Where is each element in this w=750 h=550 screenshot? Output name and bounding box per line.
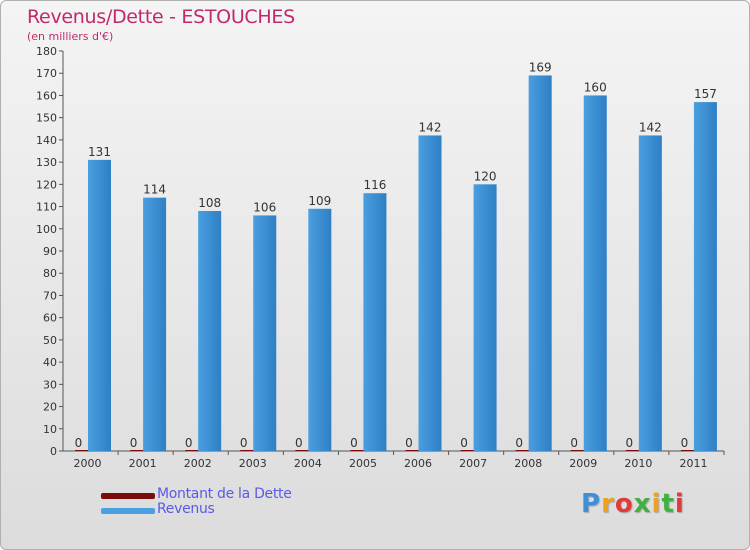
y-tick-label: 10 [43, 423, 57, 436]
bar-dette-2011 [680, 450, 704, 451]
x-tick-label: 2002 [184, 457, 212, 470]
data-label-dette: 0 [626, 436, 634, 450]
bar-revenus-2001 [143, 197, 167, 451]
bar-dette-2003 [240, 450, 264, 451]
legend-label-revenus: Revenus [157, 501, 215, 517]
data-label-dette: 0 [681, 436, 689, 450]
y-tick-label: 70 [43, 289, 57, 302]
x-tick-label: 2003 [239, 457, 267, 470]
data-label-revenus: 114 [143, 183, 166, 197]
data-label-dette: 0 [405, 436, 413, 450]
x-tick-label: 2001 [129, 457, 157, 470]
x-tick-label: 2000 [74, 457, 102, 470]
bar-revenus-2004 [308, 208, 332, 451]
bar-dette-2010 [625, 450, 649, 451]
x-tick-label: 2009 [569, 457, 597, 470]
y-tick-label: 160 [36, 89, 57, 102]
logo-text: Proxiti [581, 489, 685, 519]
x-tick-label: 2011 [679, 457, 707, 470]
data-label-revenus: 120 [474, 169, 497, 183]
y-tick-label: 110 [36, 201, 57, 214]
legend-label-dette: Montant de la Dette [157, 486, 292, 502]
bar-dette-2009 [570, 450, 594, 451]
x-tick-label: 2004 [294, 457, 322, 470]
y-tick-label: 50 [43, 334, 57, 347]
data-label-dette: 0 [350, 436, 358, 450]
x-tick-label: 2005 [349, 457, 377, 470]
chart-title: Revenus/Dette - ESTOUCHES [27, 6, 295, 28]
data-label-revenus: 109 [308, 194, 331, 208]
data-label-dette: 0 [515, 436, 523, 450]
bar-revenus-2000 [88, 159, 111, 451]
y-tick-label: 170 [36, 67, 57, 80]
y-tick-label: 0 [50, 445, 57, 458]
bar-dette-2001 [130, 450, 154, 451]
legend-swatch-revenus [101, 508, 155, 514]
y-tick-label: 150 [36, 112, 57, 125]
data-label-revenus: 169 [529, 60, 552, 74]
chart-subtitle: (en milliers d'€) [27, 30, 114, 43]
data-label-dette: 0 [75, 436, 83, 450]
bar-revenus-2009 [583, 95, 607, 451]
data-label-dette: 0 [240, 436, 248, 450]
bar-revenus-2003 [253, 215, 277, 451]
bar-dette-2002 [185, 450, 209, 451]
data-label-revenus: 160 [584, 80, 607, 94]
x-tick-label: 2010 [624, 457, 652, 470]
data-label-dette: 0 [130, 436, 138, 450]
bar-dette-2008 [515, 450, 539, 451]
y-tick-label: 180 [36, 45, 57, 58]
bar-revenus-2011 [693, 102, 717, 451]
data-label-revenus: 157 [694, 87, 717, 101]
legend-swatch-dette [101, 493, 155, 499]
data-label-revenus: 108 [198, 196, 221, 210]
x-tick-label: 2008 [514, 457, 542, 470]
y-tick-label: 140 [36, 134, 57, 147]
bar-dette-2000 [75, 450, 98, 451]
bar-revenus-2010 [638, 135, 662, 451]
y-tick-label: 90 [43, 245, 57, 258]
bar-dette-2006 [405, 450, 429, 451]
y-tick-label: 60 [43, 312, 57, 325]
data-label-dette: 0 [460, 436, 468, 450]
data-label-revenus: 142 [639, 120, 662, 134]
bar-revenus-2008 [528, 75, 552, 451]
data-label-revenus: 131 [88, 145, 111, 159]
bar-revenus-2002 [198, 211, 222, 451]
data-label-revenus: 116 [363, 178, 386, 192]
y-tick-label: 120 [36, 178, 57, 191]
y-tick-label: 130 [36, 156, 57, 169]
x-tick-label: 2006 [404, 457, 432, 470]
y-tick-label: 80 [43, 267, 57, 280]
data-label-dette: 0 [185, 436, 193, 450]
data-label-revenus: 106 [253, 200, 276, 214]
bar-dette-2004 [295, 450, 319, 451]
data-label-dette: 0 [570, 436, 578, 450]
bar-revenus-2006 [418, 135, 442, 451]
y-tick-label: 30 [43, 378, 57, 391]
x-tick-label: 2007 [459, 457, 487, 470]
y-tick-label: 40 [43, 356, 57, 369]
bar-dette-2007 [460, 450, 484, 451]
bar-revenus-2007 [473, 184, 497, 452]
y-tick-label: 100 [36, 223, 57, 236]
data-label-dette: 0 [295, 436, 303, 450]
proxiti-logo: Proxiti [581, 489, 685, 519]
bar-dette-2005 [350, 450, 374, 451]
bar-revenus-2005 [363, 193, 387, 451]
data-label-revenus: 142 [419, 120, 442, 134]
y-tick-label: 20 [43, 401, 57, 414]
